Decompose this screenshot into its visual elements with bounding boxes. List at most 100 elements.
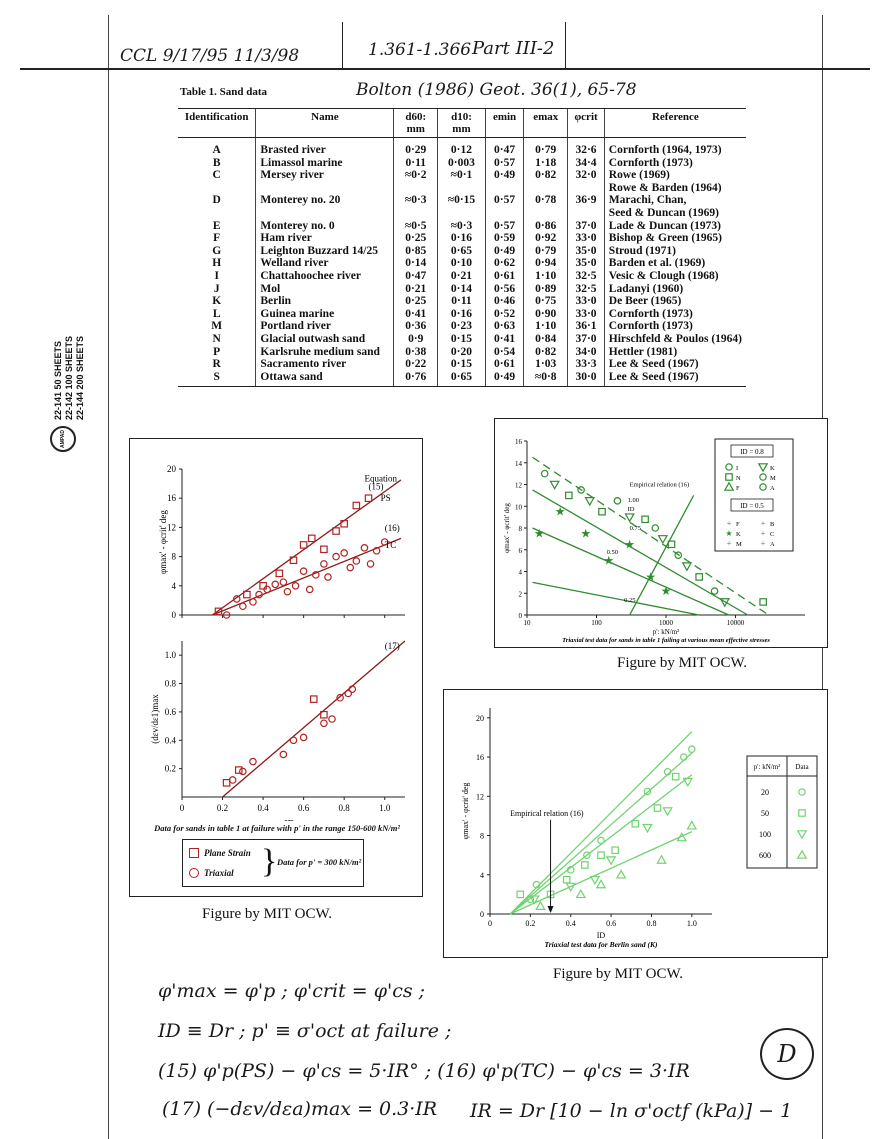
fit-line xyxy=(509,752,693,915)
header-hline xyxy=(20,68,870,70)
annotation-075: 0.75 xyxy=(630,525,641,532)
cell-emax: 0·90 xyxy=(523,307,568,321)
sheet-count-label: 22-141 50 SHEETS 22-142 100 SHEETS 22-14… xyxy=(53,335,85,420)
cell-d10 xyxy=(437,181,486,195)
fit-line xyxy=(509,731,693,915)
y-tick-label: 12 xyxy=(476,792,484,801)
triaxial-point xyxy=(380,538,389,546)
legend-id08-marker xyxy=(723,481,735,491)
y-tick-label: 16 xyxy=(515,438,523,446)
left-figure-caption: Data for sands in table 1 at failure wit… xyxy=(154,823,400,833)
data-point-20 xyxy=(663,767,672,776)
y-tick-label: 8 xyxy=(172,552,177,562)
th-reference: Reference xyxy=(603,108,746,138)
y-tick-label: 20 xyxy=(167,464,177,474)
cell-name: Karlsruhe medium sand xyxy=(255,345,394,359)
cell-reference: Marachi, Chan, xyxy=(603,194,746,207)
id08-point xyxy=(549,480,560,490)
x-tick-label: 0.8 xyxy=(339,803,351,813)
legend-plane-strain: Plane Strain xyxy=(189,848,251,858)
fit-line xyxy=(532,527,730,616)
id08-point xyxy=(759,598,767,606)
plane-strain-point xyxy=(309,695,318,703)
th-emin: emin xyxy=(484,108,524,138)
y-tick-label: 6 xyxy=(519,547,523,555)
triaxial-point xyxy=(372,546,381,555)
y-tick-label: 12 xyxy=(515,482,523,490)
annotation-empirical: Empirical relation (16) xyxy=(510,809,584,818)
data-point-100 xyxy=(529,895,540,905)
legend-triaxial-label: Triaxial xyxy=(204,868,234,878)
id08-point xyxy=(651,524,660,532)
y-tick-label: 0.8 xyxy=(165,679,177,689)
cell-name: Monterey no. 0 xyxy=(255,219,394,233)
data-point-50 xyxy=(562,875,571,884)
y-tick-label: 10 xyxy=(515,503,523,511)
cell-name: Limassol marine xyxy=(255,156,394,170)
cell-phicrit: 37·0 xyxy=(567,219,605,233)
cell-d60: 0·38 xyxy=(393,345,438,359)
id08-point xyxy=(657,535,669,545)
cell-d60: ≈0·2 xyxy=(393,169,438,182)
plane-strain-point xyxy=(352,501,361,510)
triaxial-point xyxy=(320,719,328,728)
cell-d60 xyxy=(393,206,438,220)
legend-id08-letter: M xyxy=(770,475,776,482)
plane-strain-point xyxy=(214,607,223,616)
handwritten-reference: Bolton (1986) Geot. 36(1), 65-78 xyxy=(356,80,637,100)
table-header-row: Identification Name d60: mm d10: mm emin… xyxy=(178,108,746,138)
fit-line xyxy=(222,640,406,798)
legend-id08: ID = 0.8 xyxy=(740,448,764,456)
table-row: S Ottawa sand 0·76 0·65 0·49 ≈0·8 30·0 Lee & Se… xyxy=(178,370,746,388)
legend-brace: } xyxy=(261,843,278,880)
th-identification: Identification xyxy=(178,108,256,138)
data-point-20 xyxy=(532,880,541,889)
cell-d60: 0·9 xyxy=(393,332,438,346)
cell-name: Mersey river xyxy=(255,169,394,182)
legend-row-marker xyxy=(796,849,808,859)
cell-phicrit: 33·3 xyxy=(567,358,605,371)
y-tick-label: 12 xyxy=(167,522,176,532)
triaxial-point xyxy=(366,560,375,568)
id08-point xyxy=(565,491,573,500)
left-figure-legend: Plane Strain Triaxial } Data for p' = 30… xyxy=(182,839,364,887)
plane-strain-point xyxy=(259,582,267,590)
cell-d60: 0·41 xyxy=(393,307,438,321)
cell-emax: 0·89 xyxy=(523,282,568,296)
plane-strain-point xyxy=(275,569,284,578)
triaxial-point xyxy=(305,585,314,594)
x-axis-label: ID xyxy=(284,819,295,821)
table-row: R Sacramento river 0·22 0·15 0·61 1·03 33·3 Lee… xyxy=(178,358,746,371)
cell-phicrit: 33·0 xyxy=(567,232,605,245)
triaxial-point xyxy=(222,611,231,619)
cell-emin: 0·61 xyxy=(484,269,524,283)
legend-id08-letter: K xyxy=(770,465,775,472)
legend-id08-marker xyxy=(757,463,769,473)
cell-reference: Vesic & Clough (1968) xyxy=(603,269,746,283)
x-tick-label: 0.4 xyxy=(566,919,576,928)
x-tick-label: 0.4 xyxy=(257,803,269,813)
cell-name: Chattahoochee river xyxy=(255,269,394,283)
cell-id: L xyxy=(212,307,221,320)
cell-phicrit xyxy=(567,206,605,220)
fit-line xyxy=(509,831,693,915)
id08-point xyxy=(674,551,683,559)
cell-emax: 1·10 xyxy=(523,269,568,283)
id08-point xyxy=(719,598,730,608)
cell-emin: 0·57 xyxy=(484,219,524,233)
cell-d60: 0·76 xyxy=(393,370,438,388)
cell-emax: 1·03 xyxy=(523,358,568,371)
chart-phi-vs-pressure: 0 2 4 6 8 10 12 14 16 10 100 1000 10000 p': kN/m² φmax… xyxy=(503,438,805,644)
triaxial-point xyxy=(336,693,344,702)
th-d10: d10: mm xyxy=(437,108,486,138)
legend-note: Data for p' = 300 kN/m² xyxy=(277,857,362,867)
cell-d10 xyxy=(437,206,486,220)
cell-d10: ≈0·1 xyxy=(437,169,486,182)
annotation-025: 0.25 xyxy=(624,597,635,604)
cell-id: A xyxy=(212,144,221,156)
data-point-600 xyxy=(615,869,627,879)
cell-emax: 0·82 xyxy=(523,345,568,359)
cell-id: S xyxy=(178,370,256,388)
cell-d10: 0·10 xyxy=(437,257,486,270)
cell-reference: Lee & Seed (1967) xyxy=(603,370,746,388)
